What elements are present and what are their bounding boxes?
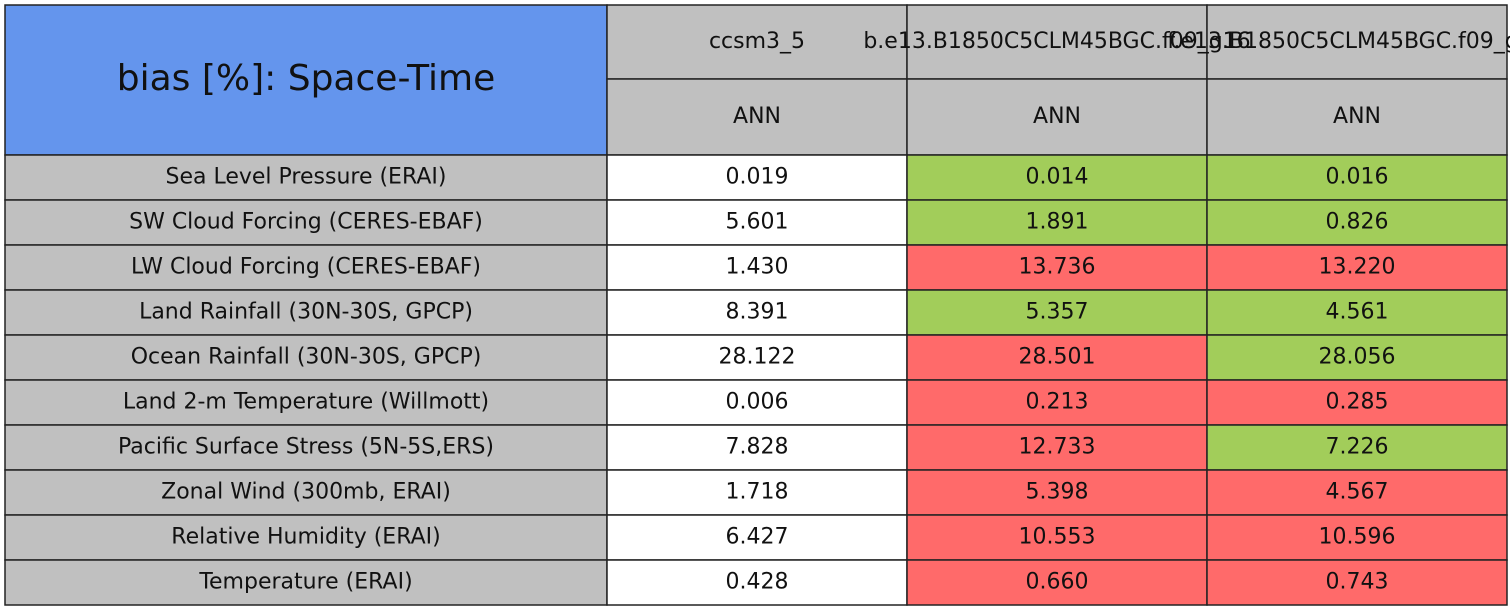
- row-label: SW Cloud Forcing (CERES-EBAF): [129, 210, 483, 235]
- value-cell: [906, 199, 1208, 246]
- value: 13.220: [1319, 255, 1396, 280]
- season-label: ANN: [1333, 104, 1381, 129]
- title-cell: [4, 4, 608, 156]
- value: 0.014: [1026, 165, 1089, 190]
- value-cell: [906, 469, 1208, 516]
- value-cell: [1206, 514, 1508, 561]
- value: 0.285: [1326, 390, 1389, 415]
- value-cell: [1206, 424, 1508, 471]
- row-label: LW Cloud Forcing (CERES-EBAF): [131, 255, 481, 280]
- value-cell: [906, 154, 1208, 201]
- value: 5.357: [1026, 300, 1089, 325]
- value-cell: [1206, 469, 1508, 516]
- header-cell: [906, 4, 1208, 80]
- value: 28.122: [719, 345, 796, 370]
- value: 12.733: [1019, 435, 1096, 460]
- value-cell: [1206, 559, 1508, 606]
- row-label-cell: [4, 154, 608, 201]
- column-header: f.e13.B1850C5CLM45BGC.f09_g16: [1167, 29, 1510, 54]
- row-label: Sea Level Pressure (ERAI): [166, 165, 447, 190]
- header-cell: [606, 4, 908, 80]
- value: 1.891: [1026, 210, 1089, 235]
- row-label: Zonal Wind (300mb, ERAI): [161, 480, 451, 505]
- value: 10.553: [1019, 525, 1096, 550]
- value: 1.430: [726, 255, 789, 280]
- row-label-cell: [4, 199, 608, 246]
- value-cell: [906, 379, 1208, 426]
- value: 10.596: [1319, 525, 1396, 550]
- row-label: Relative Humidity (ERAI): [171, 525, 440, 550]
- value-cell: [906, 559, 1208, 606]
- value-cell: [906, 244, 1208, 291]
- value: 0.428: [726, 570, 789, 595]
- value-cell: [606, 514, 908, 561]
- value: 0.213: [1026, 390, 1089, 415]
- season-cell: [906, 78, 1208, 156]
- value-cell: [1206, 379, 1508, 426]
- row-label-cell: [4, 559, 608, 606]
- value-cell: [906, 289, 1208, 336]
- season-label: ANN: [1033, 104, 1081, 129]
- value-cell: [1206, 244, 1508, 291]
- row-label: Ocean Rainfall (30N-30S, GPCP): [131, 345, 482, 370]
- row-label: Land 2-m Temperature (Willmott): [123, 390, 489, 415]
- value-cell: [606, 154, 908, 201]
- row-label-cell: [4, 244, 608, 291]
- value-cell: [606, 334, 908, 381]
- value: 0.743: [1326, 570, 1389, 595]
- row-label: Temperature (ERAI): [198, 570, 412, 595]
- value: 6.427: [726, 525, 789, 550]
- value: 4.561: [1326, 300, 1389, 325]
- value: 0.006: [726, 390, 789, 415]
- value-cell: [606, 244, 908, 291]
- value: 7.226: [1326, 435, 1389, 460]
- header-cell: [1206, 4, 1508, 80]
- value-cell: [1206, 334, 1508, 381]
- value: 0.016: [1326, 165, 1389, 190]
- value: 5.601: [726, 210, 789, 235]
- value: 0.660: [1026, 570, 1089, 595]
- value: 4.567: [1326, 480, 1389, 505]
- value: 28.501: [1019, 345, 1096, 370]
- season-cell: [606, 78, 908, 156]
- table-title: bias [%]: Space-Time: [117, 58, 495, 99]
- value: 13.736: [1019, 255, 1096, 280]
- value: 8.391: [726, 300, 789, 325]
- row-label-cell: [4, 334, 608, 381]
- value-cell: [606, 289, 908, 336]
- row-label: Pacific Surface Stress (5N-5S,ERS): [118, 435, 494, 460]
- value: 7.828: [726, 435, 789, 460]
- value-cell: [1206, 289, 1508, 336]
- value: 0.826: [1326, 210, 1389, 235]
- value: 5.398: [1026, 480, 1089, 505]
- season-label: ANN: [733, 104, 781, 129]
- value-cell: [606, 379, 908, 426]
- value-cell: [606, 199, 908, 246]
- value: 1.718: [726, 480, 789, 505]
- value-cell: [1206, 199, 1508, 246]
- value: 0.019: [726, 165, 789, 190]
- row-label: Land Rainfall (30N-30S, GPCP): [139, 300, 473, 325]
- column-header: b.e13.B1850C5CLM45BGC.f09_g16: [863, 29, 1250, 54]
- value-cell: [606, 559, 908, 606]
- column-header: ccsm3_5: [709, 29, 805, 54]
- value: 28.056: [1319, 345, 1396, 370]
- value-cell: [906, 334, 1208, 381]
